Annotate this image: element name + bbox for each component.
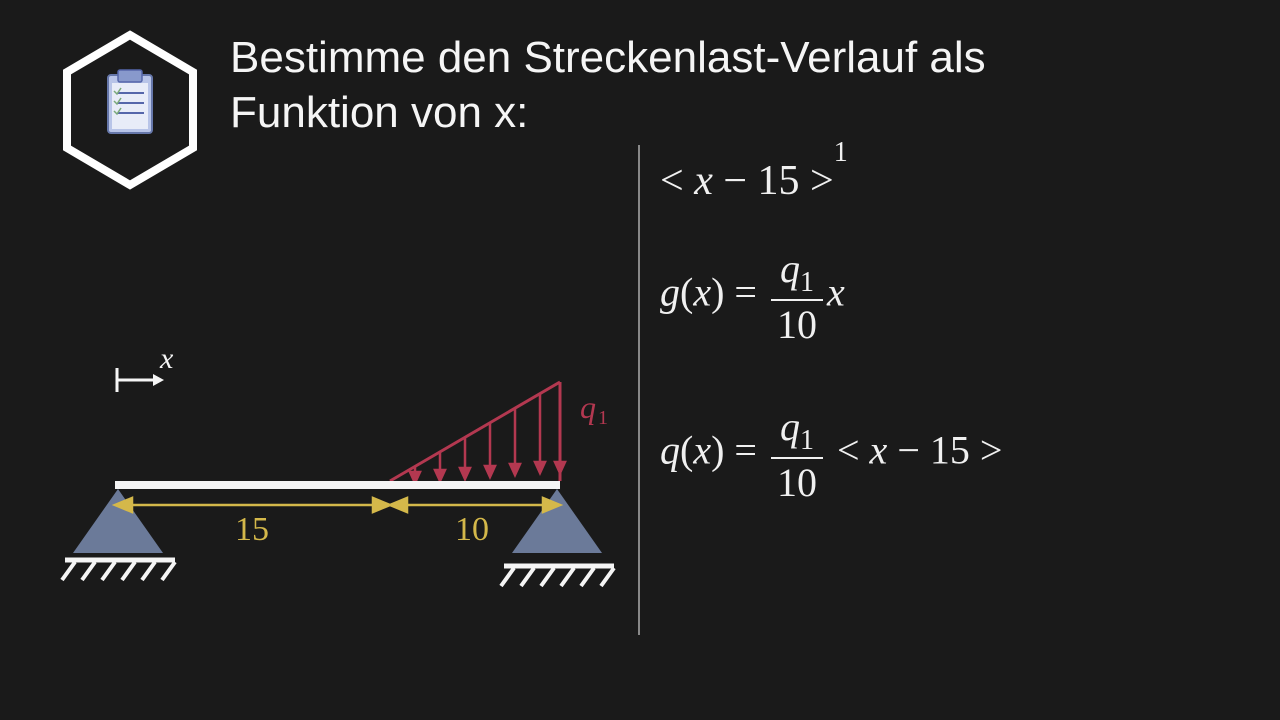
equation-3: q(x) = q1 10 < x − 15 > — [660, 403, 1220, 506]
x-axis-indicator: x — [117, 342, 174, 392]
svg-text:15: 15 — [235, 511, 269, 548]
svg-text:10: 10 — [455, 511, 489, 548]
triangular-load: q 1 — [390, 382, 608, 483]
vertical-divider — [638, 145, 640, 635]
hexagon-icon — [60, 30, 200, 190]
beam-diagram: x q 1 — [60, 340, 620, 600]
svg-text:q: q — [580, 389, 596, 425]
svg-text:1: 1 — [598, 407, 608, 429]
svg-text:x: x — [159, 342, 174, 375]
equation-1: < x − 15 >1 — [660, 155, 1220, 205]
equation-2: g(x) = q1 10 x — [660, 245, 1220, 348]
dimension-15: 15 — [115, 498, 390, 548]
page-title: Bestimme den Streckenlast-Verlauf als Fu… — [230, 30, 1130, 140]
equations: < x − 15 >1 g(x) = q1 10 x q(x) = q1 10 … — [660, 155, 1220, 546]
beam — [115, 481, 560, 489]
